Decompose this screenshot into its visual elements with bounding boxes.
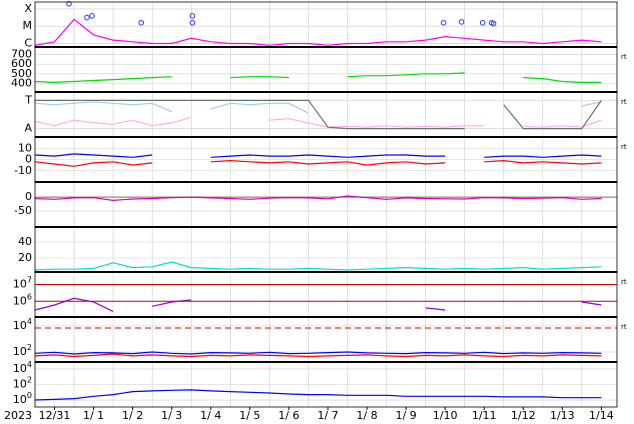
x-tick-label: 1/ 5	[239, 409, 260, 422]
right-label: rt	[621, 278, 627, 286]
y-tick-label: 102	[13, 342, 32, 358]
series-line	[34, 153, 153, 158]
x-tick-label: 1/13	[550, 409, 575, 422]
series-line	[347, 72, 465, 78]
x-tick-label: 1/ 4	[200, 409, 221, 422]
x-tick-label: 1/ 8	[356, 409, 377, 422]
x-tick-label: 1/12	[511, 409, 536, 422]
y-tick-label: 107	[13, 275, 32, 291]
series-line	[152, 299, 192, 307]
y-tick-label: 100	[13, 391, 32, 407]
series-line	[34, 161, 153, 167]
x-tick-label: 1/10	[433, 409, 458, 422]
series-line	[34, 297, 114, 312]
series-line	[484, 154, 602, 158]
event-marker	[458, 19, 465, 25]
series-line	[503, 100, 602, 130]
series-line	[34, 353, 602, 358]
series-line	[210, 102, 309, 114]
y-tick-label: C	[24, 37, 32, 50]
y-tick-label: 106	[13, 292, 32, 308]
series-line	[581, 301, 602, 306]
y-tick-label: 600	[11, 57, 32, 70]
y-tick-label: 400	[11, 76, 32, 89]
y-tick-label: 0	[25, 190, 32, 203]
x-tick-label: 1/ 6	[278, 409, 299, 422]
series-line	[34, 389, 602, 401]
panel-frame	[34, 181, 618, 228]
series-line	[34, 195, 602, 202]
y-tick-label: 0	[25, 153, 32, 166]
y-tick-label: 102	[13, 375, 32, 391]
series-line	[269, 118, 485, 128]
x-tick-label: 1/ 1	[83, 409, 104, 422]
series-line	[35, 99, 465, 130]
series-line	[34, 261, 602, 271]
y-tick-label: 500	[11, 67, 32, 80]
series-line	[484, 159, 602, 165]
y-tick-label: T	[24, 93, 32, 106]
y-tick-label: -50	[14, 204, 32, 217]
y-tick-label: -10	[14, 164, 32, 177]
series-line	[34, 18, 602, 46]
event-marker	[66, 0, 72, 7]
series-line	[210, 154, 446, 158]
series-line	[425, 307, 446, 311]
x-tick-label: 1/ 2	[122, 409, 143, 422]
right-label: rt	[621, 323, 627, 331]
x-tick-label: 1/14	[589, 409, 614, 422]
year-label: 2023	[4, 409, 32, 422]
y-tick-label: 20	[18, 251, 32, 264]
series-line	[523, 119, 602, 128]
panel-frame	[34, 91, 618, 138]
series-line	[34, 116, 192, 127]
y-tick-label: X	[24, 2, 32, 15]
series-line	[523, 77, 602, 83]
series-line	[34, 101, 172, 113]
event-marker	[138, 19, 145, 26]
y-tick-label: 700	[11, 48, 32, 61]
y-tick-label: 40	[18, 235, 32, 248]
x-tick-label: 1/ 3	[161, 409, 182, 422]
y-tick-label: 104	[13, 359, 32, 375]
series-line	[230, 76, 289, 79]
event-marker	[490, 20, 497, 27]
series-line	[34, 76, 172, 84]
event-marker	[84, 14, 90, 21]
event-marker	[440, 19, 447, 26]
x-tick-label: 1/11	[472, 409, 497, 422]
y-tick-label: 104	[13, 316, 32, 332]
right-label: rt	[621, 98, 627, 106]
event-marker	[189, 19, 196, 26]
y-tick-label: A	[24, 122, 32, 135]
panel-frame	[34, 271, 618, 318]
series-line	[581, 101, 602, 107]
event-marker	[479, 19, 486, 26]
x-tick-label: 1/ 9	[395, 409, 416, 422]
series-line	[34, 351, 602, 355]
y-tick-label: M	[23, 19, 33, 32]
x-tick-label: 12/31	[39, 409, 71, 422]
y-tick-label: 10	[18, 141, 32, 154]
right-label: rt	[621, 143, 627, 151]
x-tick-label: 1/ 7	[317, 409, 338, 422]
event-marker	[89, 13, 95, 19]
series-line	[210, 159, 446, 166]
right-label: rt	[621, 53, 627, 61]
panel-frame	[34, 46, 618, 93]
event-marker	[189, 13, 196, 19]
